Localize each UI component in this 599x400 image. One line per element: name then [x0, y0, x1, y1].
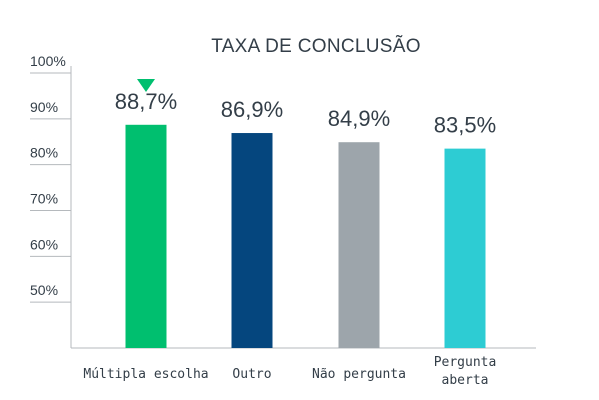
y-tick-label: 100% — [30, 53, 66, 69]
data-label: 88,7% — [115, 89, 177, 114]
bar — [125, 124, 167, 349]
bar — [231, 133, 273, 348]
bar — [338, 142, 380, 348]
category-labels: Múltipla escolha Outro Não pergunta Pergunt… — [83, 355, 496, 388]
data-label: 83,5% — [434, 113, 496, 138]
bar — [444, 148, 486, 348]
y-axis-ticks: 50% 60% 70% 80% 90% 100% — [30, 53, 71, 303]
bars — [125, 124, 486, 349]
chart-title: TAXA DE CONCLUSÃO — [211, 35, 421, 57]
x-tick-label: Múltipla escolha — [83, 367, 208, 382]
x-tick-label: Outro — [232, 367, 271, 382]
y-tick-label: 50% — [30, 282, 58, 298]
data-label: 84,9% — [328, 106, 390, 131]
y-tick-label: 70% — [30, 191, 58, 207]
data-label: 86,9% — [221, 97, 283, 122]
value-labels: 88,7% 86,9% 84,9% 83,5% — [115, 89, 496, 138]
x-tick-label: Não pergunta — [312, 367, 406, 382]
down-triangle-icon — [137, 79, 155, 92]
x-tick-label: Pergunta aberta — [434, 355, 497, 388]
highlight-markers — [137, 79, 155, 92]
y-tick-label: 80% — [30, 145, 58, 161]
y-tick-label: 60% — [30, 236, 58, 252]
y-tick-label: 90% — [30, 99, 58, 115]
